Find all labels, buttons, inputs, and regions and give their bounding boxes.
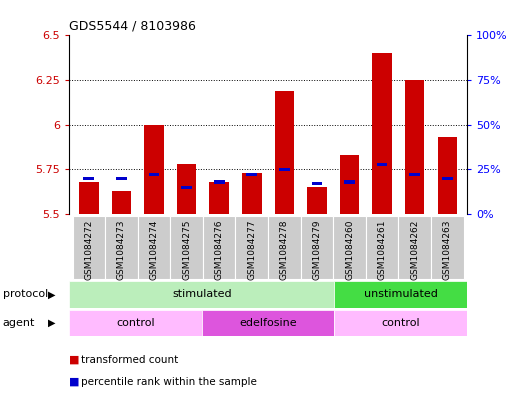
Text: GSM1084263: GSM1084263: [443, 219, 452, 280]
Bar: [442, 177, 452, 180]
Bar: [69, 281, 334, 308]
Bar: [301, 216, 333, 279]
Text: ■: ■: [69, 376, 80, 387]
Bar: [340, 155, 359, 214]
Text: GSM1084274: GSM1084274: [149, 219, 159, 280]
Bar: [311, 182, 322, 185]
Text: protocol: protocol: [3, 289, 48, 299]
Text: GSM1084262: GSM1084262: [410, 219, 419, 280]
Bar: [203, 216, 235, 279]
Text: ▶: ▶: [48, 289, 55, 299]
Bar: [214, 180, 225, 184]
Bar: [112, 191, 131, 214]
Text: GSM1084278: GSM1084278: [280, 219, 289, 280]
Bar: [399, 216, 431, 279]
Bar: [144, 125, 164, 214]
Bar: [344, 180, 355, 184]
Bar: [235, 216, 268, 279]
Text: percentile rank within the sample: percentile rank within the sample: [81, 376, 257, 387]
Text: ▶: ▶: [48, 318, 55, 328]
Bar: [84, 177, 94, 180]
Bar: [431, 216, 464, 279]
Bar: [268, 216, 301, 279]
Bar: [79, 182, 98, 214]
Text: GSM1084272: GSM1084272: [84, 219, 93, 280]
Bar: [170, 216, 203, 279]
Text: GSM1084276: GSM1084276: [214, 219, 224, 280]
Bar: [137, 216, 170, 279]
Text: ■: ■: [69, 355, 80, 365]
Bar: [405, 80, 424, 214]
Bar: [149, 173, 160, 176]
Text: GSM1084273: GSM1084273: [117, 219, 126, 280]
Bar: [438, 137, 457, 214]
Bar: [72, 216, 105, 279]
Bar: [177, 164, 196, 214]
Bar: [333, 216, 366, 279]
Bar: [105, 216, 137, 279]
Bar: [377, 163, 387, 166]
Text: GDS5544 / 8103986: GDS5544 / 8103986: [69, 20, 196, 33]
Text: edelfosine: edelfosine: [239, 318, 297, 328]
Bar: [372, 53, 392, 214]
Text: stimulated: stimulated: [172, 289, 231, 299]
Bar: [246, 173, 257, 176]
Text: GSM1084260: GSM1084260: [345, 219, 354, 280]
Bar: [242, 173, 262, 214]
Text: control: control: [381, 318, 420, 328]
Bar: [307, 187, 327, 214]
Bar: [209, 182, 229, 214]
Text: control: control: [116, 318, 155, 328]
Bar: [202, 310, 334, 336]
Bar: [279, 168, 290, 171]
Text: GSM1084279: GSM1084279: [312, 219, 322, 280]
Text: agent: agent: [3, 318, 35, 328]
Bar: [69, 310, 202, 336]
Bar: [366, 216, 399, 279]
Bar: [334, 281, 467, 308]
Text: GSM1084261: GSM1084261: [378, 219, 387, 280]
Text: unstimulated: unstimulated: [364, 289, 438, 299]
Bar: [409, 173, 420, 176]
Bar: [334, 310, 467, 336]
Text: transformed count: transformed count: [81, 355, 179, 365]
Bar: [116, 177, 127, 180]
Bar: [181, 186, 192, 189]
Text: GSM1084275: GSM1084275: [182, 219, 191, 280]
Text: GSM1084277: GSM1084277: [247, 219, 256, 280]
Bar: [274, 91, 294, 214]
